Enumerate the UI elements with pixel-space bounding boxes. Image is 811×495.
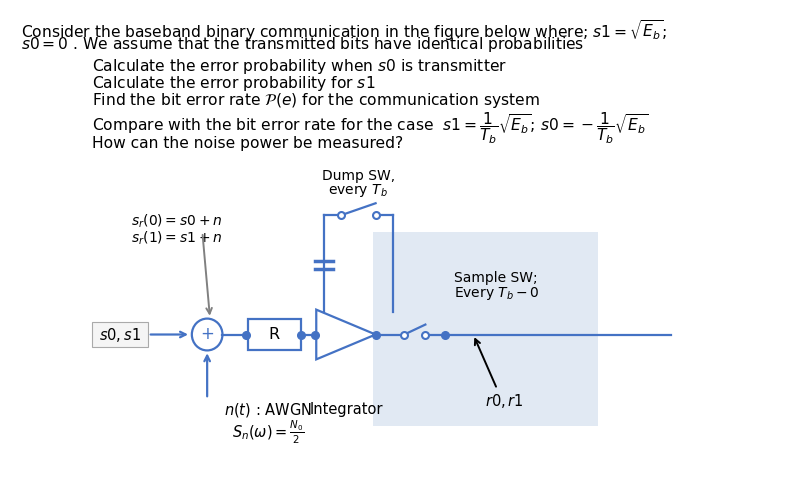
Text: Compare with the bit error rate for the case  $s1 = \dfrac{1}{T_b}\sqrt{E_b}$; $: Compare with the bit error rate for the …	[92, 111, 648, 147]
Text: Consider the baseband binary communication in the figure below where; $s1 = \sqr: Consider the baseband binary communicati…	[20, 18, 666, 43]
Text: +: +	[200, 325, 214, 343]
Text: R: R	[268, 327, 279, 342]
Bar	[248, 319, 301, 350]
Text: Dump SW,: Dump SW,	[321, 169, 394, 183]
Text: $r0, r1$: $r0, r1$	[484, 392, 523, 410]
Text: Find the bit error rate $\mathcal{P}(e)$ for the communication system: Find the bit error rate $\mathcal{P}(e)$…	[92, 91, 539, 110]
Text: $s_r(0) = s0 + n$: $s_r(0) = s0 + n$	[131, 212, 221, 230]
Text: Calculate the error probability when $s0$ is transmitter: Calculate the error probability when $s0…	[92, 57, 507, 76]
Bar	[372, 232, 597, 426]
Text: every $T_b$: every $T_b$	[328, 182, 388, 199]
Text: Calculate the error probability for $s1$: Calculate the error probability for $s1$	[92, 74, 375, 93]
Text: $s_r(1) = s1 + n$: $s_r(1) = s1 + n$	[131, 230, 221, 248]
Text: $s0 = 0$ . We assume that the transmitted bits have identical probabilities: $s0 = 0$ . We assume that the transmitte…	[20, 35, 583, 54]
Text: $S_n(\omega) = \frac{N_0}{2}$: $S_n(\omega) = \frac{N_0}{2}$	[232, 419, 304, 446]
Text: Integrator: Integrator	[309, 402, 382, 417]
Bar	[92, 322, 148, 347]
Text: How can the noise power be measured?: How can the noise power be measured?	[92, 136, 403, 150]
Text: $n(t)$ : AWGN: $n(t)$ : AWGN	[224, 401, 311, 419]
Text: Sample SW;: Sample SW;	[453, 271, 537, 285]
Text: $s0, s1$: $s0, s1$	[99, 326, 141, 344]
Text: Every $T_b - 0$: Every $T_b - 0$	[453, 285, 539, 301]
